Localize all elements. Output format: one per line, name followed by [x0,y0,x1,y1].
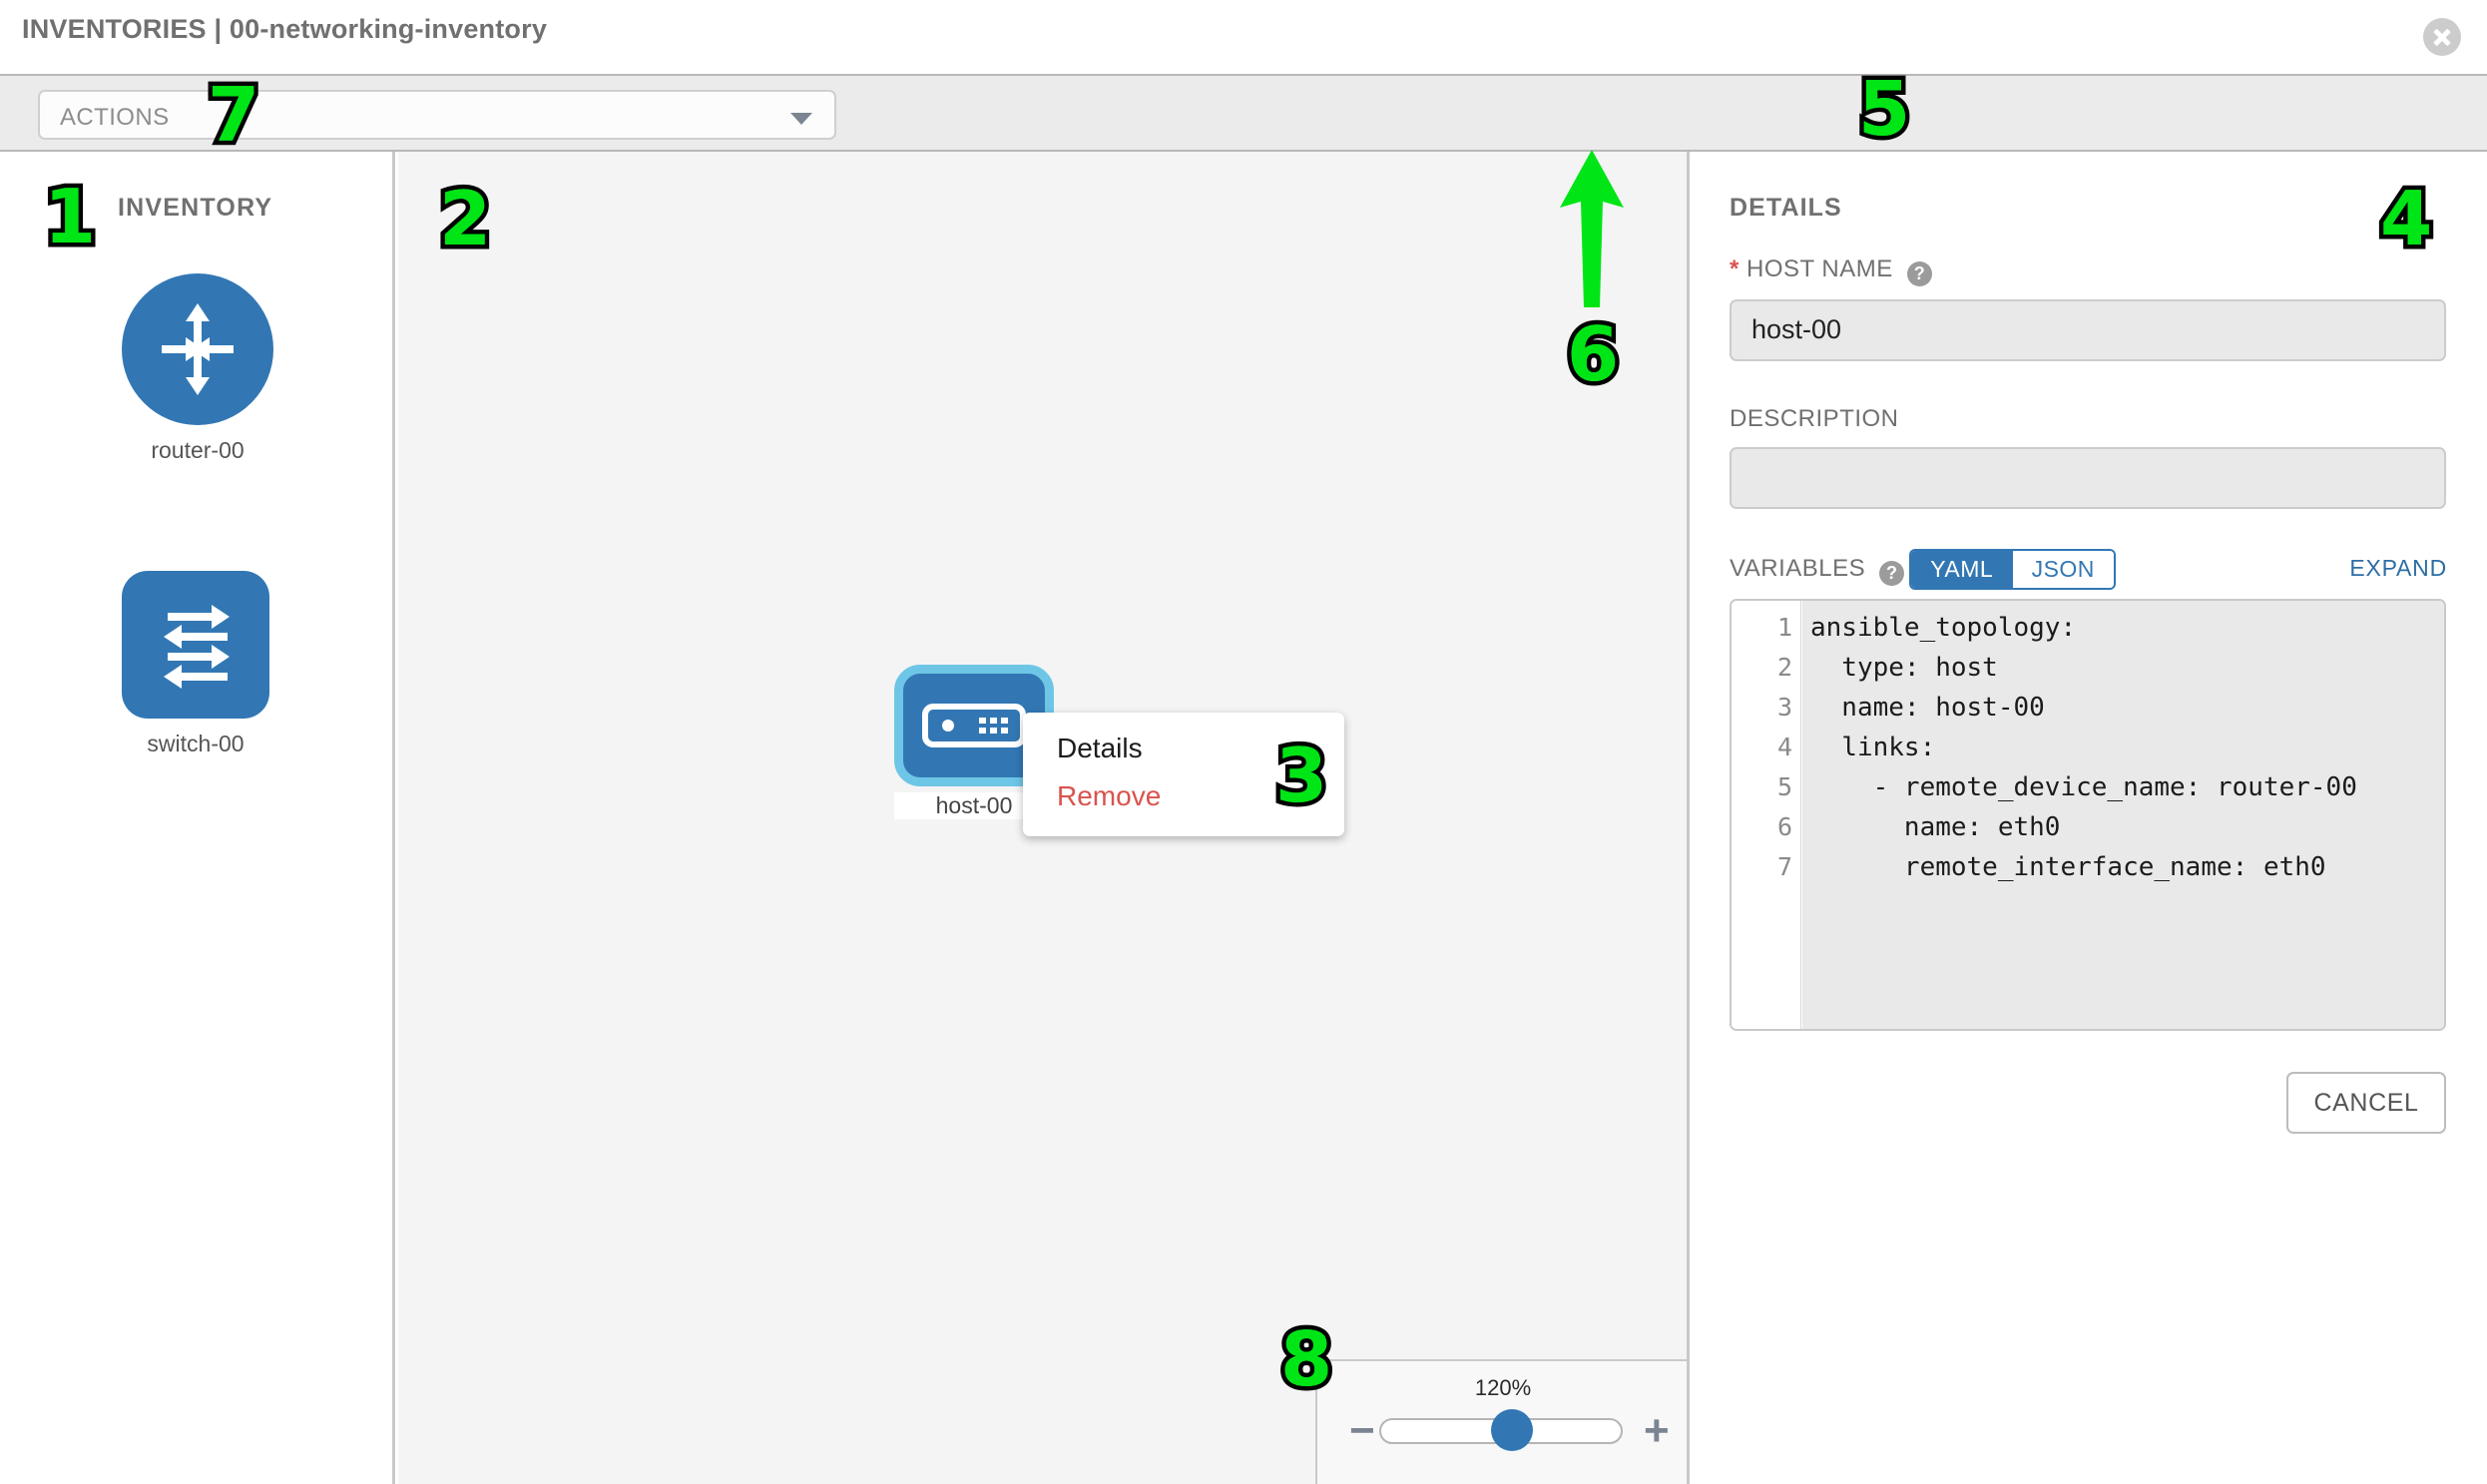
inventory-item-label: router-00 [151,437,245,463]
code-line: remote_interface_name: eth0 [1810,852,2326,882]
expand-link[interactable]: EXPAND [2349,555,2447,581]
router-icon [122,273,273,425]
chevron-down-icon [790,113,812,125]
variables-format-toggle: YAML JSON [1909,549,2116,590]
inventory-item-router[interactable]: router-00 [122,273,273,464]
code-line: ansible_topology: [1810,613,2077,643]
inventory-item-label: switch-00 [147,731,245,756]
description-label: DESCRIPTION [1730,405,1899,433]
details-panel-title: DETAILS [1730,194,1842,222]
variables-label: VARIABLES ? [1730,555,1905,586]
host-name-label: * HOST NAME ? [1730,255,1932,286]
code-line-number: 3 [1776,693,1792,722]
panel-divider [1687,152,1690,1484]
inventory-item-switch[interactable]: switch-00 [122,571,269,757]
code-line: type: host [1810,653,1998,683]
zoom-out-button[interactable]: − [1349,1406,1375,1455]
code-line-number: 5 [1776,772,1792,801]
code-gutter: 1 2 3 4 5 6 7 [1732,601,1801,1029]
actions-dropdown[interactable]: ACTIONS [38,90,836,140]
zoom-in-button[interactable]: + [1644,1406,1670,1455]
code-line: name: eth0 [1810,812,2061,842]
code-line-number: 6 [1776,812,1792,841]
actions-dropdown-label: ACTIONS [60,104,170,131]
help-icon[interactable]: ? [1906,261,1932,286]
zoom-percent-label: 120% [1474,1375,1532,1400]
details-panel: DETAILS * HOST NAME ? host-00 DESCRIPTIO… [1690,152,2487,1484]
help-icon[interactable]: ? [1879,561,1905,586]
code-line-number: 1 [1776,613,1792,642]
code-line: name: host-00 [1810,693,2045,723]
zoom-control-panel: 120% − + [1315,1359,1687,1484]
inventory-panel: INVENTORY router-00 [0,152,395,1484]
switch-icon [122,571,269,719]
toolbar: ACTIONS SEARCH [0,74,2487,219]
cancel-button-label: CANCEL [2313,1089,2419,1117]
host-name-label-text: HOST NAME [1746,255,1893,282]
host-name-field[interactable]: host-00 [1730,299,2446,361]
context-menu-item-remove[interactable]: Remove [1057,780,1162,811]
description-field[interactable] [1730,447,2446,509]
variables-code-editor[interactable]: 1 2 3 4 5 6 7 ansible_topology: type: host nam… [1730,599,2446,1031]
code-line: - remote_device_name: router-00 [1810,772,2357,802]
title-bar: INVENTORIES | 00-networking-inventory [0,0,2487,74]
variables-label-text: VARIABLES [1730,555,1866,582]
required-marker: * [1730,255,1740,282]
context-menu-item-details[interactable]: Details [1057,733,1143,763]
code-line-number: 4 [1776,733,1792,761]
inventory-panel-title: INVENTORY [118,194,273,222]
code-content[interactable]: ansible_topology: type: host name: host-… [1802,601,2444,1029]
format-toggle-yaml[interactable]: YAML [1911,551,2013,588]
code-line-number: 7 [1776,852,1792,881]
node-context-menu: Details Remove [1023,713,1344,836]
code-line: links: [1810,733,1936,762]
close-icon[interactable] [2423,18,2461,56]
code-line-number: 2 [1776,653,1792,682]
host-name-value: host-00 [1751,314,1842,344]
cancel-button[interactable]: CANCEL [2286,1072,2446,1134]
format-toggle-json[interactable]: JSON [2012,551,2114,588]
description-label-text: DESCRIPTION [1730,405,1899,432]
breadcrumb: INVENTORIES | 00-networking-inventory [22,14,548,44]
zoom-slider-thumb[interactable] [1491,1409,1534,1451]
